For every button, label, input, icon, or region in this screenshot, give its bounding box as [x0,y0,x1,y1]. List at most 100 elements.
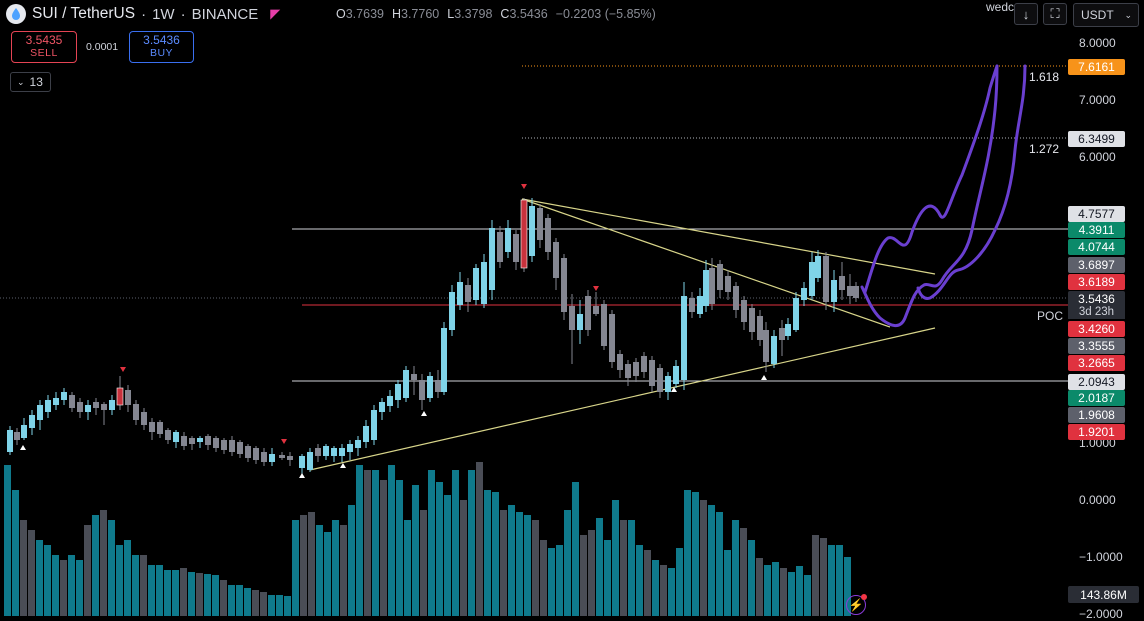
candle-body [441,328,447,392]
volume-bar [652,560,659,616]
volume-bar [12,490,19,616]
volume-bar [220,580,227,616]
candle-body [545,218,551,252]
volume-bar [68,555,75,616]
volume-bar [188,572,195,616]
volume-bar [292,520,299,616]
chevron-down-icon: ⌄ [1124,9,1132,20]
candle-body [771,336,777,364]
spread-value: 0.0001 [86,41,119,53]
currency-select[interactable]: USDT ⌄ [1073,3,1139,27]
volume-bar [204,574,211,616]
change-value: −0.2203 (−5.85%) [555,7,656,21]
buy-button[interactable]: 3.5436 BUY [129,31,194,63]
candle-body [689,298,695,312]
candle-body [355,440,361,448]
sell-signal-marker [593,286,599,291]
candle-body [505,228,511,252]
candle-body [213,438,219,448]
volume-bar [772,562,779,616]
candle-body [45,400,51,412]
volume-bar [300,515,307,616]
volume-bar [668,568,675,616]
price-axis-tick: 7.0000 [1079,93,1116,107]
volume-bar [124,540,131,616]
volume-bar [332,520,339,616]
volume-bar [340,525,347,616]
candle-body [116,387,124,406]
volume-bar [484,490,491,616]
candle-body [823,256,829,302]
candle-body [553,242,559,278]
candle-body [489,228,495,290]
buy-price: 3.5436 [143,33,180,47]
candle-body [363,426,369,442]
volume-bar [228,585,235,616]
candle-body [457,282,463,305]
candle-body [649,360,655,386]
notification-dot [861,594,867,600]
candle-body [173,432,179,442]
volume-bar [444,495,451,616]
volume-bar [156,565,163,616]
candle-body [809,262,815,296]
candle-body [585,296,591,330]
alert-icon[interactable]: ⚡ [846,594,867,615]
volume-bar [756,558,763,616]
volume-bar [388,465,395,616]
volume-bar [396,480,403,616]
candle-body [839,276,845,290]
volume-bar [740,528,747,616]
volume-bar [276,595,283,616]
candle-body [617,354,623,370]
volume-bar [596,518,603,616]
sell-label: SELL [30,47,58,59]
indicators-toggle[interactable]: ⌄ 13 [10,72,51,92]
candle-body [633,362,639,376]
candle-body [497,232,503,262]
volume-bar [364,470,371,616]
fullscreen-button[interactable]: ⛶ [1043,3,1067,25]
price-label: 4.3911 [1068,222,1125,238]
volume-bar [812,535,819,616]
candle-body [435,380,441,392]
header-dot: · [180,5,186,23]
volume-bar [788,572,795,616]
candle-body [847,286,853,296]
volume-bar [252,590,259,616]
candle-body [245,446,251,458]
download-button[interactable]: ↓ [1014,3,1038,25]
volume-bar [732,520,739,616]
volume-bar [308,512,315,616]
open-label: O [336,7,346,21]
flag-icon[interactable]: ◤ [270,6,281,21]
symbol-header[interactable]: SUI / TetherUS · 1W · BINANCE ◤ [6,3,280,25]
candle-body [323,446,329,456]
candle-body [529,206,535,256]
volume-bar [620,520,627,616]
price-axis-tick: 8.0000 [1079,36,1116,50]
sell-button[interactable]: 3.5435 SELL [11,31,77,63]
candle-body [69,395,75,408]
candle-body [299,456,305,468]
volume-bar [36,540,43,616]
candle-body [625,364,631,378]
price-axis-tick: 0.0000 [1079,493,1116,507]
sell-signal-marker [521,184,527,189]
volume-bar [572,482,579,616]
price-label: 3.6189 [1068,274,1125,290]
candle-body [449,292,455,330]
volume-bar [692,492,699,616]
volume-bar [212,575,219,616]
volume-bar [748,540,755,616]
candle-body [673,366,679,384]
fib-1272-label: 1.272 [1029,142,1060,156]
candle-body [763,330,769,362]
volume-bar [708,505,715,616]
volume-bar [100,510,107,616]
candle-body [717,264,723,290]
candle-body [815,256,821,278]
poc-label: POC [1037,309,1064,323]
symbol-name: SUI / TetherUS [32,5,136,22]
